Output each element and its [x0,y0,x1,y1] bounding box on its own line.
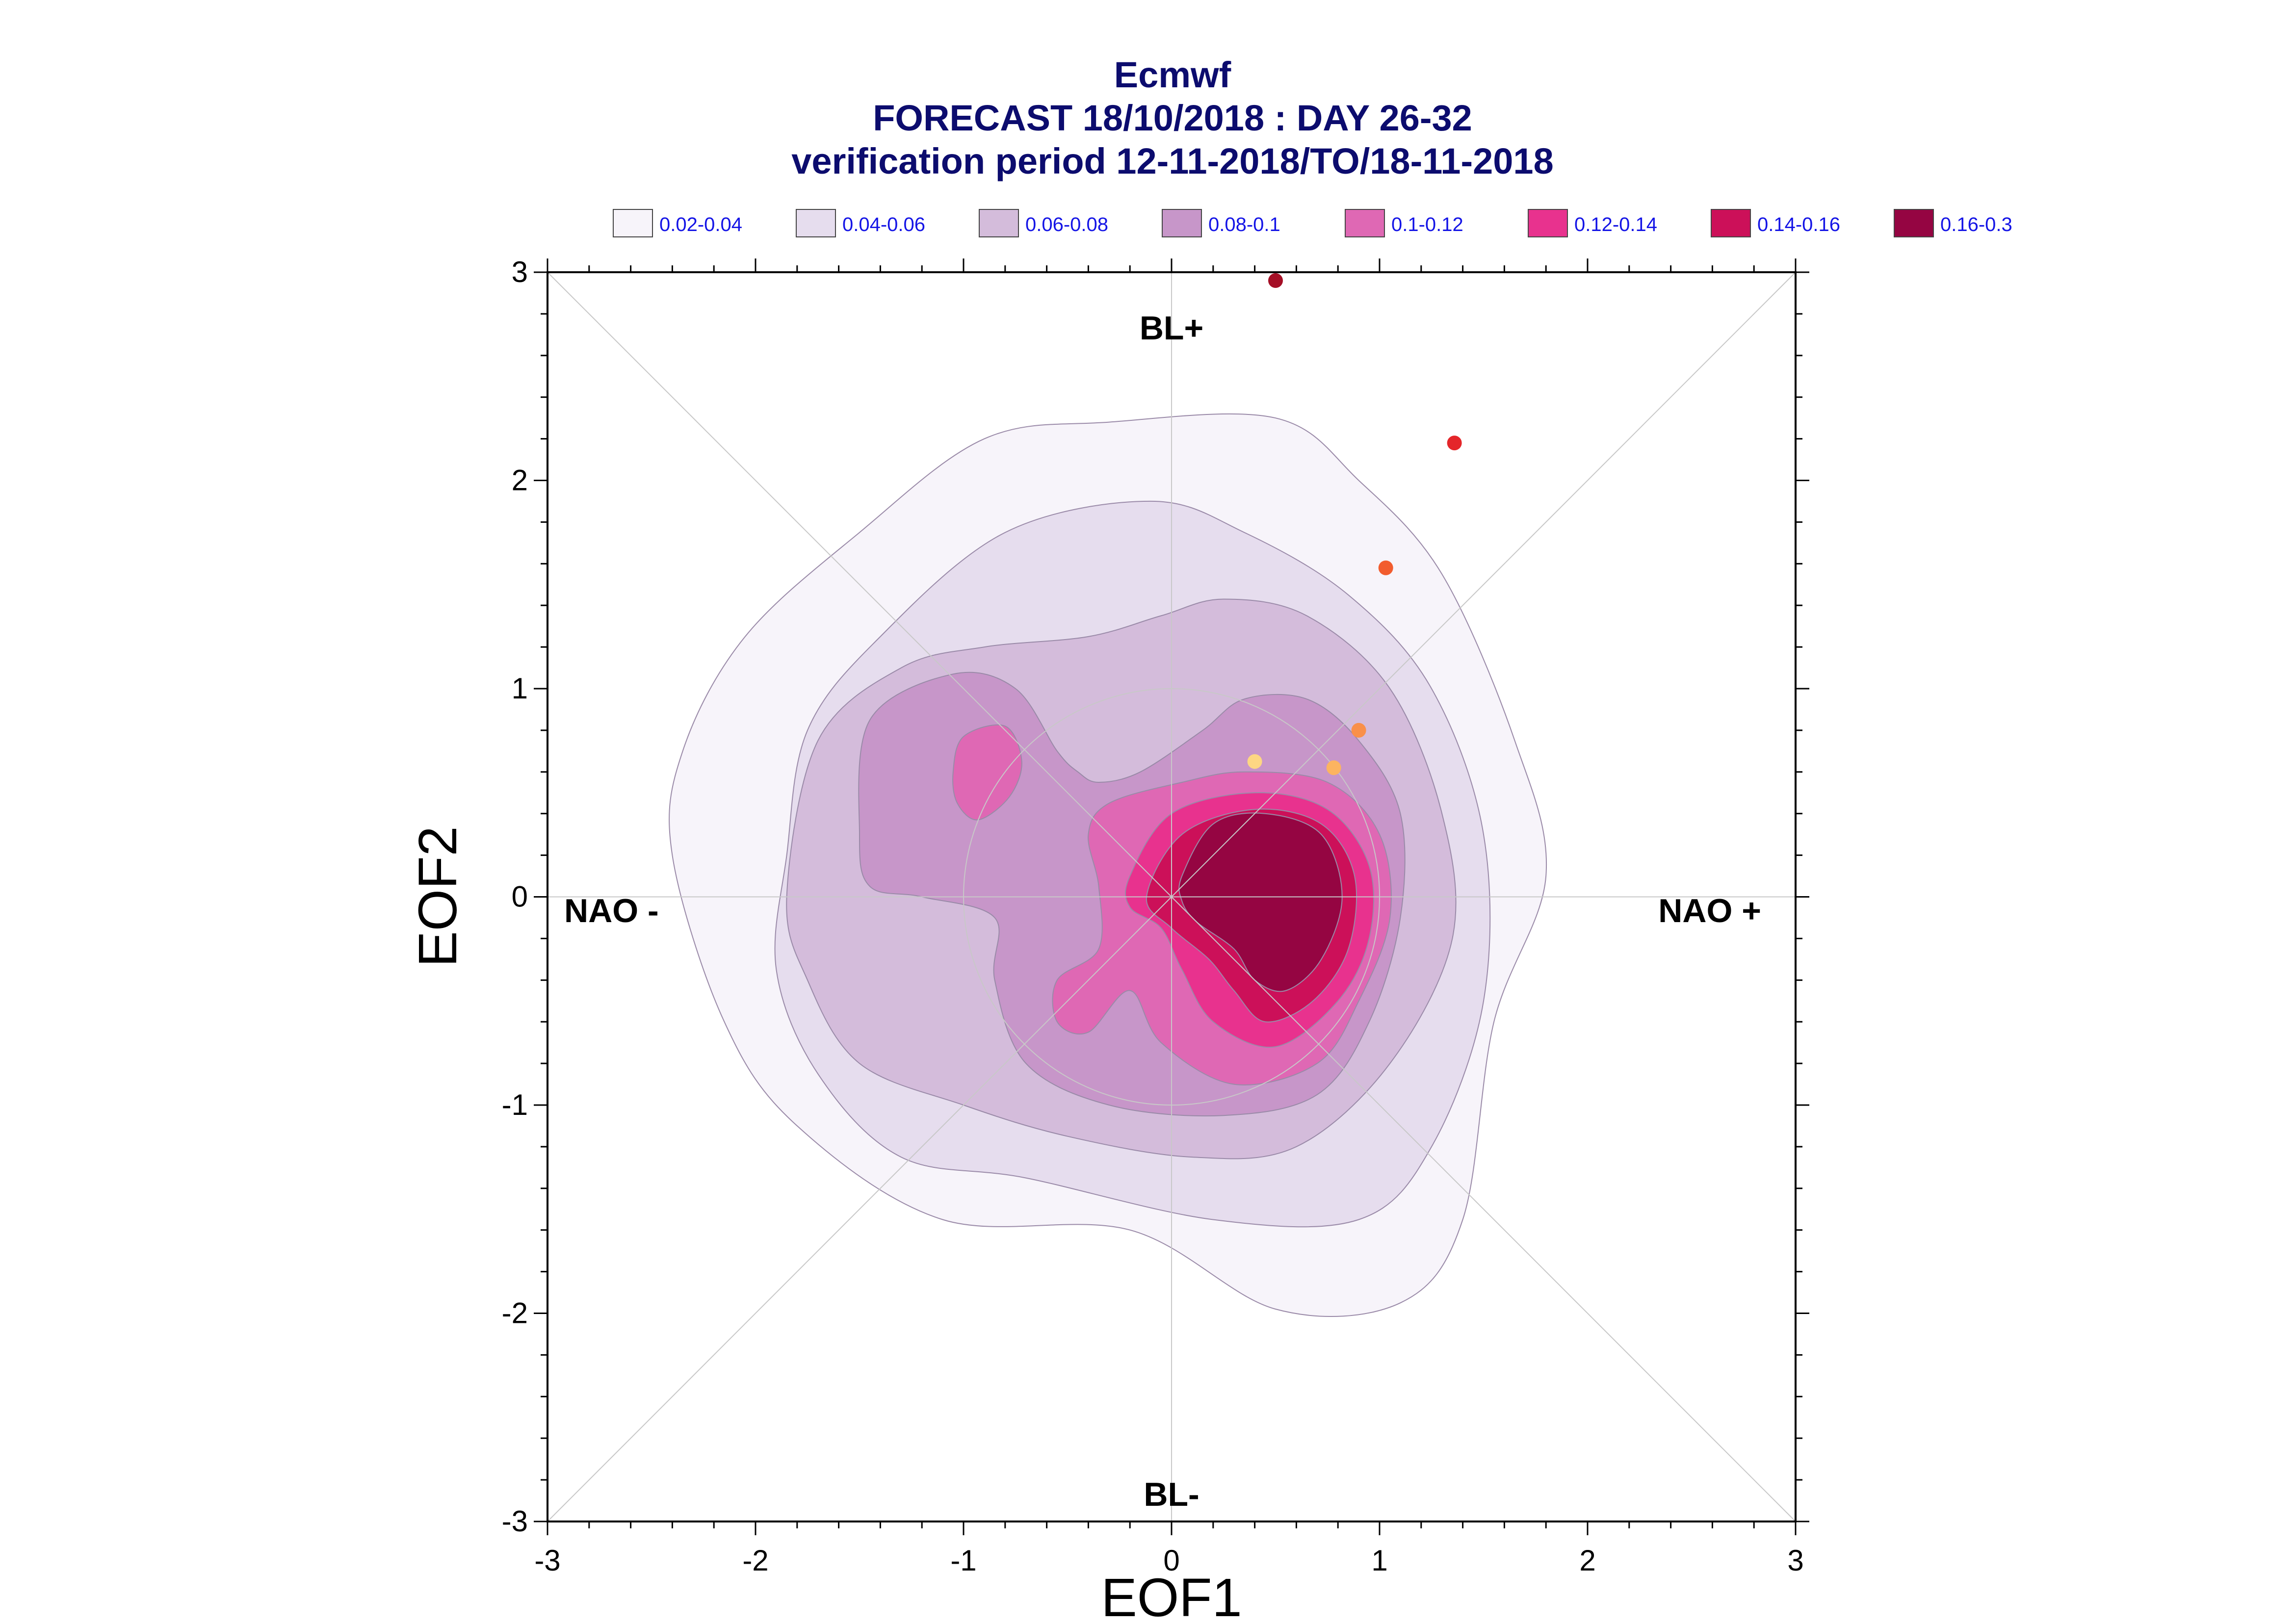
guide-lines [547,272,1796,1522]
legend-label-0: 0.02-0.04 [659,214,742,235]
legend-swatch-1 [796,209,836,237]
observed-point-5 [1247,754,1262,769]
x-tick-label-1: -2 [742,1544,768,1577]
title-line-2: FORECAST 18/10/2018 : DAY 26-32 [873,98,1472,138]
x-tick-label-6: 3 [1787,1544,1803,1577]
legend-label-2: 0.06-0.08 [1025,214,1108,235]
y-tick-label-2: -1 [502,1088,528,1121]
regime-label-bottom: BL- [1144,1476,1199,1513]
legend-label-4: 0.1-0.12 [1391,214,1463,235]
regime-label-top: BL+ [1140,309,1203,347]
legend-label-6: 0.14-0.16 [1757,214,1840,235]
legend-label-3: 0.08-0.1 [1208,214,1280,235]
observed-point-4 [1326,760,1341,775]
y-tick-label-4: 1 [512,672,528,705]
observed-point-0 [1268,273,1283,288]
legend-swatch-0 [613,209,653,237]
y-tick-label-0: -3 [502,1505,528,1538]
legend-swatch-4 [1345,209,1385,237]
y-tick-label-6: 3 [512,256,528,288]
observed-point-3 [1351,722,1366,738]
title-line-3: verification period 12-11-2018/TO/18-11-… [791,141,1553,181]
legend-label-5: 0.12-0.14 [1574,214,1657,235]
chart-title: Ecmwf FORECAST 18/10/2018 : DAY 26-32 ve… [791,54,1553,181]
diagonal-line-2 [547,272,1796,1522]
legend: 0.02-0.04 0.04-0.06 0.06-0.08 0.08-0.1 0.1-0… [613,209,2012,237]
y-axis-label: EOF2 [408,826,468,967]
observed-points [1247,273,1462,775]
legend-swatch-2 [979,209,1019,237]
contour-4-0 [952,724,1022,821]
legend-label-1: 0.04-0.06 [842,214,925,235]
legend-swatch-7 [1894,209,1934,237]
x-tick-label-0: -3 [534,1544,560,1577]
legend-swatch-6 [1711,209,1751,237]
x-tick-label-3: 0 [1163,1544,1179,1577]
regime-label-right: NAO + [1658,892,1761,929]
plot-area: -3 -2 -1 0 1 2 3 -3 -2 -1 0 1 2 3 BL+ BL- NAO - NAO + [502,256,1809,1577]
legend-swatch-5 [1528,209,1568,237]
legend-label-7: 0.16-0.3 [1940,214,2012,235]
x-tick-label-4: 1 [1371,1544,1387,1577]
density-contours [669,413,1547,1317]
axis-ticks: -3 -2 -1 0 1 2 3 -3 -2 -1 0 1 2 3 [502,256,1809,1577]
y-tick-label-5: 2 [512,464,528,497]
reference-circle-0 [963,688,1380,1106]
regime-label-left: NAO - [564,892,659,929]
y-tick-label-3: 0 [512,880,528,913]
observed-point-1 [1447,436,1462,451]
x-tick-label-5: 2 [1579,1544,1595,1577]
x-tick-label-2: -1 [950,1544,976,1577]
title-line-1: Ecmwf [1114,54,1231,95]
legend-swatch-3 [1162,209,1202,237]
observed-point-2 [1378,560,1393,575]
y-tick-label-1: -2 [502,1297,528,1330]
contour-7-0 [1178,812,1343,992]
x-axis-label: EOF1 [1101,1568,1242,1624]
